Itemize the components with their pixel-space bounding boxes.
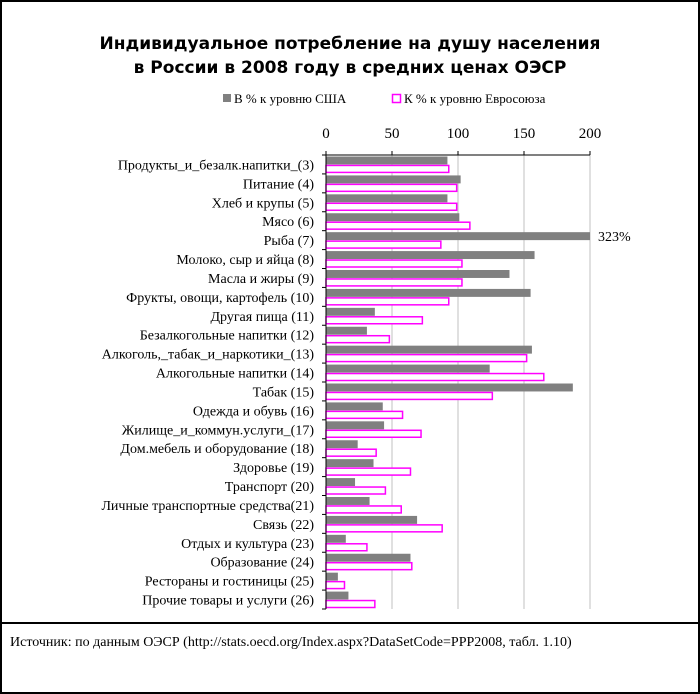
bar-eu: [325, 429, 422, 438]
category-label: Одежда и обувь (16): [193, 404, 315, 419]
category-label: Дом.мебель и оборудование (18): [120, 442, 314, 457]
legend-swatch-eu: [391, 93, 402, 104]
bar-usa: [326, 383, 573, 392]
bar-usa: [326, 326, 367, 335]
bar-usa: [326, 553, 411, 562]
bar-eu: [325, 467, 412, 476]
bar-eu: [325, 183, 458, 193]
bar-eu: [325, 297, 450, 306]
bar-usa: [326, 288, 531, 297]
category-label: Безалкогольные напитки (12): [140, 329, 315, 344]
bar-usa: [326, 194, 448, 203]
category-label: Прочие товары и услуги (26): [142, 594, 314, 609]
bar-usa: [326, 175, 461, 184]
category-label: Связь (22): [253, 518, 314, 533]
bar-usa: [326, 270, 510, 278]
x-tick-label: 100: [447, 126, 470, 142]
category-label: Масла и жиры (9): [208, 272, 314, 287]
bar-eu: [325, 316, 424, 325]
bar-eu: [325, 240, 442, 249]
bar-eu: [325, 524, 443, 533]
chart-title-line-2: в России в 2008 году в средних ценах ОЭС…: [133, 58, 567, 78]
bar-eu: [325, 448, 377, 457]
bar-usa: [326, 459, 374, 468]
bar-eu: [325, 543, 368, 552]
bar-usa: [326, 345, 532, 354]
bar-usa: [326, 515, 418, 524]
category-label: Алкоголь,_табак_и_наркотики_(13): [102, 348, 315, 363]
bar-eu: [325, 505, 402, 514]
x-tick-label: 150: [513, 126, 536, 142]
bar-usa: [326, 478, 356, 487]
category-label: Фрукты, овощи, картофель (10): [126, 291, 314, 306]
bar-usa: [326, 591, 349, 600]
bar-usa: [326, 421, 385, 430]
bar-eu: [325, 164, 450, 174]
source-note: Источник: по данным ОЭСР (http://stats.o…: [2, 622, 698, 661]
category-label: Жилище_и_коммун.услуги_(17): [122, 423, 315, 438]
category-label: Личные транспортные средства(21): [101, 499, 314, 514]
category-label: Хлеб и крупы (5): [212, 196, 315, 211]
category-label: Табак (15): [253, 385, 315, 400]
category-label: Продукты_и_безалк.напитки_(3): [118, 158, 315, 173]
bar-usa: [326, 364, 490, 373]
bar-usa: [326, 534, 346, 543]
bar-eu: [325, 221, 471, 230]
category-label: Молоко, сыр и яйца (8): [176, 253, 314, 268]
bar-eu: [325, 202, 458, 212]
bar-eu: [325, 278, 463, 287]
bar-eu: [325, 410, 404, 420]
bar-eu: [325, 599, 376, 609]
bar-usa: [326, 232, 590, 241]
category-label: Транспорт (20): [225, 480, 315, 495]
category-label: Здоровье (19): [233, 461, 314, 476]
bar-usa: [326, 213, 460, 222]
legend-label-eu: К % к уровню Евросоюза: [404, 91, 546, 106]
chart-title-line-1: Индивидуальное потребление на душу насел…: [99, 34, 601, 54]
category-label: Рыба (7): [264, 234, 315, 249]
bar-usa: [326, 156, 448, 165]
x-tick-label: 50: [385, 126, 400, 142]
bar-eu: [325, 334, 391, 344]
bar-eu: [325, 372, 545, 382]
category-label: Питание (4): [243, 177, 314, 192]
category-label: Другая пища (11): [210, 310, 314, 325]
category-label: Рестораны и гостиницы (25): [145, 575, 315, 590]
bar-chart: В % к уровню США К % к уровню Евросоюза 0 5…: [101, 91, 631, 610]
category-label: Отдых и культура (23): [181, 537, 314, 552]
bar-eu: [325, 561, 413, 571]
bar-usa: [326, 440, 358, 449]
chart-title: Индивидуальное потребление на душу насел…: [2, 32, 698, 80]
category-label: Образование (24): [210, 556, 314, 571]
bar-eu: [325, 391, 494, 401]
x-tick-label: 200: [579, 126, 602, 142]
bar-usa: [326, 307, 375, 316]
bar-usa: [326, 572, 338, 581]
bar-eu: [325, 486, 387, 495]
bar-usa: [326, 497, 370, 505]
x-tick-label: 0: [322, 126, 330, 142]
bar-annotation: 323%: [598, 230, 631, 245]
legend-label-usa: В % к уровню США: [234, 91, 347, 106]
category-label: Алкогольные напитки (14): [156, 367, 314, 382]
bar-usa: [326, 402, 383, 411]
bar-eu: [325, 580, 346, 590]
bar-usa: [326, 251, 535, 260]
legend-swatch-usa: [223, 94, 231, 102]
bar-eu: [325, 353, 528, 363]
category-label: Мясо (6): [262, 215, 314, 230]
bar-eu: [325, 259, 463, 268]
